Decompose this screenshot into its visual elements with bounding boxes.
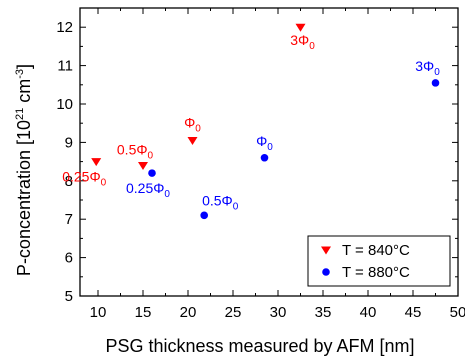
point-label: 0.25Φ0 [62, 169, 106, 189]
legend-marker-circle [322, 268, 330, 276]
point-label-subscript: 0 [434, 67, 440, 78]
legend-label: T = 880°C [342, 264, 410, 281]
point-label: Φ0 [184, 114, 201, 134]
legend-marker-triangle [321, 246, 331, 255]
x-axis-title: PSG thickness measured by AFM [nm] [105, 336, 414, 356]
y-tick-label: 8 [65, 173, 73, 190]
point-label-text: 0.25Φ [62, 169, 100, 185]
y-axis-title-part: ] [14, 64, 34, 69]
point-label: 3Φ0 [415, 58, 440, 78]
x-tick-label: 40 [360, 304, 377, 321]
data-point-circle [260, 153, 269, 162]
point-label-subscript: 0 [233, 201, 239, 212]
y-tick-label: 5 [65, 288, 73, 305]
y-tick-label: 6 [65, 250, 73, 267]
point-label: 0.25Φ0 [126, 180, 170, 200]
y-axis-title-part: 21 [14, 108, 26, 120]
point-label-subscript: 0 [101, 178, 107, 189]
x-tick-label: 10 [90, 304, 107, 321]
data-point-triangle [138, 161, 148, 170]
point-label-text: Φ [256, 133, 267, 149]
point-label-subscript: 0 [309, 41, 315, 52]
data-point-triangle [91, 158, 102, 167]
point-label-subscript: 0 [148, 150, 154, 161]
x-tick-label: 30 [270, 304, 287, 321]
data-point-triangle [295, 23, 306, 32]
point-label: Φ0 [256, 133, 273, 153]
point-label-subscript: 0 [164, 189, 170, 200]
point-label-text: 3Φ [415, 58, 434, 74]
y-tick-label: 7 [65, 211, 73, 228]
point-label-text: 0.5Φ [117, 141, 148, 157]
data-point-triangle [187, 136, 198, 145]
point-label-text: Φ [184, 114, 195, 130]
x-tick-label: 15 [135, 304, 152, 321]
point-label-subscript: 0 [267, 142, 273, 153]
data-point-circle [148, 169, 156, 177]
x-tick-label: 45 [405, 304, 422, 321]
x-tick-label: 50 [450, 304, 465, 321]
y-tick-label: 11 [57, 58, 73, 75]
y-axis-title: P-concentration [1021 cm-3] [14, 64, 34, 276]
point-label: 0.5Φ0 [117, 141, 154, 161]
point-label-text: 3Φ [290, 32, 309, 48]
x-tick-label: 25 [225, 304, 242, 321]
point-label-text: 0.5Φ [202, 192, 233, 208]
legend-box [307, 235, 451, 287]
y-axis-title-part: cm [14, 79, 34, 108]
y-tick-label: 9 [65, 134, 73, 151]
y-tick-label: 12 [56, 19, 73, 36]
plot-area-frame [79, 7, 459, 297]
legend-label: T = 840°C [342, 242, 410, 259]
y-axis-title-part: -3 [14, 69, 26, 79]
point-label: 0.5Φ0 [202, 192, 239, 212]
point-label: 3Φ0 [290, 32, 315, 52]
x-tick-label: 35 [315, 304, 332, 321]
data-point-circle [200, 211, 208, 220]
y-axis-title-part: P-concentration [10 [14, 120, 34, 276]
point-label-subscript: 0 [195, 123, 201, 134]
point-label-text: 0.25Φ [126, 180, 164, 196]
y-tick-label: 10 [56, 96, 73, 113]
data-point-circle [431, 79, 440, 87]
x-tick-label: 20 [180, 304, 197, 321]
